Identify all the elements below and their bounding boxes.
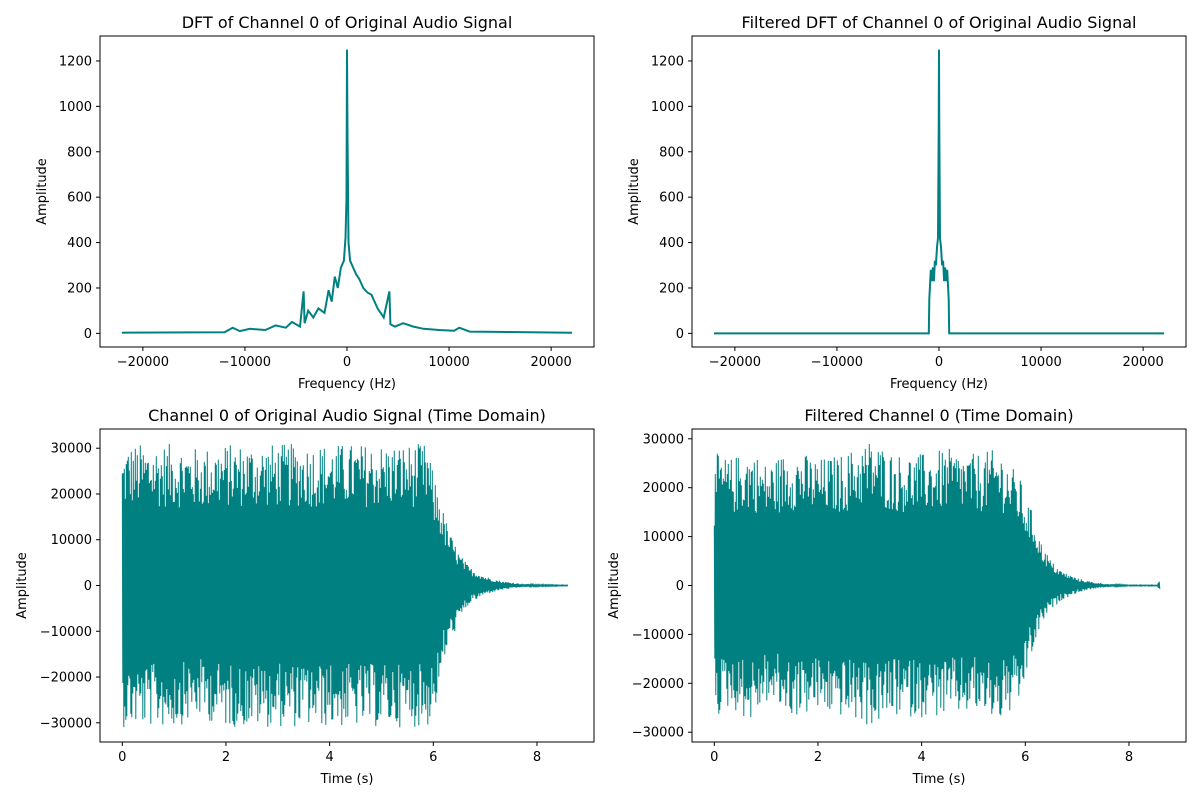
y-tick-label: 600 xyxy=(67,191,92,206)
y-tick-label: −30000 xyxy=(632,726,684,741)
y-tick-label: 1200 xyxy=(59,54,92,69)
x-axis-label: Time (s) xyxy=(320,772,374,787)
y-tick-label: 10000 xyxy=(643,530,684,545)
x-axis-label: Frequency (Hz) xyxy=(890,377,988,392)
y-axis-label: Amplitude xyxy=(607,552,622,619)
x-tick-label: 0 xyxy=(118,750,126,765)
y-tick-label: 200 xyxy=(659,281,684,296)
x-tick-label: −20000 xyxy=(709,355,761,370)
y-tick-label: 30000 xyxy=(51,442,92,457)
series-waveform xyxy=(713,443,1161,725)
chart-title: Channel 0 of Original Audio Signal (Time… xyxy=(148,406,546,425)
y-tick-label: 1000 xyxy=(59,100,92,115)
y-axis-label: Amplitude xyxy=(627,158,642,225)
chart-panel-1: −20000 −10000 0 10000 20000 0 200 400 600 800 1000… xyxy=(35,13,595,392)
y-tick-label: 800 xyxy=(659,145,684,160)
x-tick-label: 10000 xyxy=(428,355,469,370)
x-tick-label: −10000 xyxy=(811,355,863,370)
y-tick-label: 20000 xyxy=(643,481,684,496)
chart-panel-4: 0 2 4 6 8 −30000 −20000 −10000 0 10000 20000 30000 F… xyxy=(607,406,1187,787)
y-tick-label: −30000 xyxy=(40,716,92,731)
y-tick-label: −20000 xyxy=(40,671,92,686)
y-tick-label: −10000 xyxy=(632,628,684,643)
y-tick-label: 400 xyxy=(659,236,684,251)
chart-panel-3: 0 2 4 6 8 −30000 −20000 −10000 0 10000 20000 30000 C… xyxy=(15,406,595,787)
x-tick-label: 0 xyxy=(710,750,718,765)
y-tick-label: 600 xyxy=(659,191,684,206)
x-tick-label: 6 xyxy=(429,750,437,765)
y-axis-label: Amplitude xyxy=(15,552,30,619)
y-tick-label: 400 xyxy=(67,236,92,251)
y-tick-label: 0 xyxy=(676,579,684,594)
chart-title: Filtered DFT of Channel 0 of Original Au… xyxy=(742,13,1137,32)
x-tick-label: 4 xyxy=(325,750,333,765)
y-axis-label: Amplitude xyxy=(35,158,50,225)
y-tick-label: 0 xyxy=(676,327,684,342)
x-tick-label: 2 xyxy=(814,750,822,765)
y-tick-label: 20000 xyxy=(51,487,92,502)
x-tick-label: 2 xyxy=(222,750,230,765)
x-tick-label: 10000 xyxy=(1020,355,1061,370)
y-tick-label: −20000 xyxy=(632,677,684,692)
y-tick-label: −10000 xyxy=(40,625,92,640)
x-tick-label: −20000 xyxy=(117,355,169,370)
y-tick-label: 0 xyxy=(84,327,92,342)
y-tick-label: 800 xyxy=(67,145,92,160)
x-axis-label: Time (s) xyxy=(912,772,966,787)
x-tick-label: −10000 xyxy=(219,355,271,370)
y-tick-label: 30000 xyxy=(643,432,684,447)
chart-title: Filtered Channel 0 (Time Domain) xyxy=(804,406,1073,425)
x-tick-label: 20000 xyxy=(530,355,571,370)
x-tick-label: 0 xyxy=(343,355,351,370)
series-waveform xyxy=(121,443,569,728)
y-tick-label: 10000 xyxy=(51,533,92,548)
x-axis-label: Frequency (Hz) xyxy=(298,377,396,392)
x-tick-label: 20000 xyxy=(1122,355,1163,370)
chart-panel-2: −20000 −10000 0 10000 20000 0 200 400 600 800 1000… xyxy=(627,13,1187,392)
chart-title: DFT of Channel 0 of Original Audio Signa… xyxy=(182,13,513,32)
x-tick-label: 4 xyxy=(917,750,925,765)
y-tick-label: 1200 xyxy=(651,54,684,69)
series-line xyxy=(121,49,573,334)
x-tick-label: 8 xyxy=(533,750,541,765)
series-line xyxy=(713,49,1165,335)
x-tick-label: 0 xyxy=(935,355,943,370)
x-tick-label: 6 xyxy=(1021,750,1029,765)
x-tick-label: 8 xyxy=(1125,750,1133,765)
y-tick-label: 0 xyxy=(84,579,92,594)
y-tick-label: 1000 xyxy=(651,100,684,115)
y-tick-label: 200 xyxy=(67,281,92,296)
